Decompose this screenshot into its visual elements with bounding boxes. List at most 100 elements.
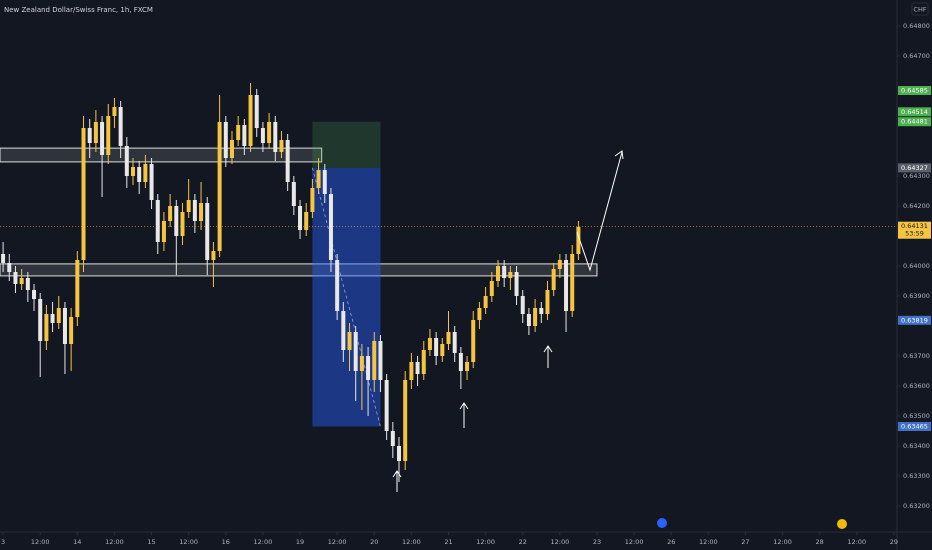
currency[interactable]: CHF: [913, 6, 926, 14]
candle-body: [551, 268, 556, 290]
x-tick-label: 12:00: [550, 538, 569, 546]
candle-body: [341, 310, 346, 350]
candle-body: [322, 170, 327, 195]
candle-body: [38, 298, 43, 341]
candle-body: [495, 266, 500, 281]
x-tick-label: 21: [444, 538, 452, 546]
candle-body: [199, 203, 204, 222]
candle-body: [372, 340, 377, 380]
x-tick-label: 16: [222, 538, 230, 546]
candle-body: [149, 164, 154, 201]
candle-body: [421, 349, 426, 374]
candle-body: [205, 203, 210, 261]
candle-body: [19, 277, 24, 284]
candle-body: [539, 307, 544, 314]
plot-area: [0, 83, 897, 482]
candle-body: [112, 107, 117, 117]
candle-body: [359, 355, 364, 371]
candle-body: [248, 95, 253, 147]
candle-body: [118, 107, 123, 147]
candle-body: [56, 307, 61, 323]
x-tick-label: 15: [147, 538, 155, 546]
x-tick-label: 12:00: [476, 538, 495, 546]
candle-body: [44, 313, 49, 341]
x-tick-label: 28: [816, 538, 824, 546]
candle-body: [347, 331, 352, 350]
x-tick-label: 12:00: [847, 538, 866, 546]
candle-body: [106, 116, 111, 156]
up-arrow: [459, 402, 469, 428]
x-tick-label: 29: [890, 538, 898, 546]
event-icon[interactable]: [837, 519, 847, 529]
candle-body: [508, 271, 513, 278]
price-label: 0.63819: [901, 316, 928, 324]
last-price-box: [898, 221, 931, 239]
candle-body: [192, 200, 197, 222]
candle-body: [62, 307, 67, 344]
y-tick-label: 0.63400: [903, 442, 930, 450]
y-tick-label: 0.63200: [903, 502, 930, 510]
candle-body: [397, 445, 402, 461]
currency-box[interactable]: [911, 2, 929, 16]
candle-body: [180, 212, 185, 237]
x-tick-label: 19: [296, 538, 304, 546]
x-tick-label: 12:00: [254, 538, 273, 546]
price-label: 0.64327: [901, 164, 928, 172]
candle-body: [576, 227, 581, 255]
candle-body: [384, 379, 389, 431]
stop-area: [312, 121, 381, 168]
candle-body: [335, 260, 340, 311]
candle-body: [489, 280, 494, 296]
price-label-box: [898, 107, 931, 117]
event-icon[interactable]: [657, 518, 667, 528]
price-label-box: [898, 421, 931, 431]
candle-body: [409, 361, 414, 380]
candle-body: [25, 277, 30, 290]
candle-body: [427, 337, 432, 350]
candle-body: [502, 266, 507, 278]
candle-body: [434, 337, 439, 356]
candle-body: [174, 206, 179, 237]
candle-body: [50, 313, 55, 323]
price-label-box: [898, 86, 931, 96]
y-tick-label: 0.63900: [903, 292, 930, 300]
candle-body: [93, 122, 98, 144]
candle-body: [514, 271, 519, 296]
x-tick-label: 26: [667, 538, 675, 546]
candle-body: [298, 206, 303, 231]
y-tick-label: 0.63500: [903, 412, 930, 420]
candle-body: [143, 164, 148, 183]
position-path: [312, 167, 381, 427]
y-tick-label: 0.64000: [903, 262, 930, 270]
x-tick-label: 12:00: [31, 538, 50, 546]
candle-body: [155, 200, 160, 243]
candle-body: [483, 295, 488, 308]
candle-body: [291, 182, 296, 207]
price-label: 0.64514: [901, 108, 928, 116]
candle-body: [223, 122, 228, 159]
candle-body: [124, 146, 129, 177]
candle-body: [217, 122, 222, 252]
candle-body: [328, 194, 333, 261]
candle-body: [32, 289, 37, 299]
candle-body: [520, 295, 525, 314]
x-tick-label: 12:00: [625, 538, 644, 546]
candle-body: [458, 352, 463, 371]
candle-body: [545, 289, 550, 314]
x-tick-label: 12:00: [402, 538, 421, 546]
candle-body: [1, 254, 6, 264]
candle-body: [254, 95, 259, 129]
y-tick-label: 0.63600: [903, 382, 930, 390]
candle-body: [273, 122, 278, 153]
candle-body: [465, 361, 470, 371]
candle-body: [310, 188, 315, 213]
candle-body: [7, 263, 12, 272]
candle-body: [378, 340, 383, 380]
x-tick-label: 12:00: [328, 538, 347, 546]
annotations: [392, 150, 624, 492]
candle-body: [242, 125, 247, 147]
x-tick-label: 12:00: [773, 538, 792, 546]
candle-body: [403, 379, 408, 461]
last-price: 0.64131: [901, 222, 928, 230]
projection-arrow: [576, 150, 624, 272]
